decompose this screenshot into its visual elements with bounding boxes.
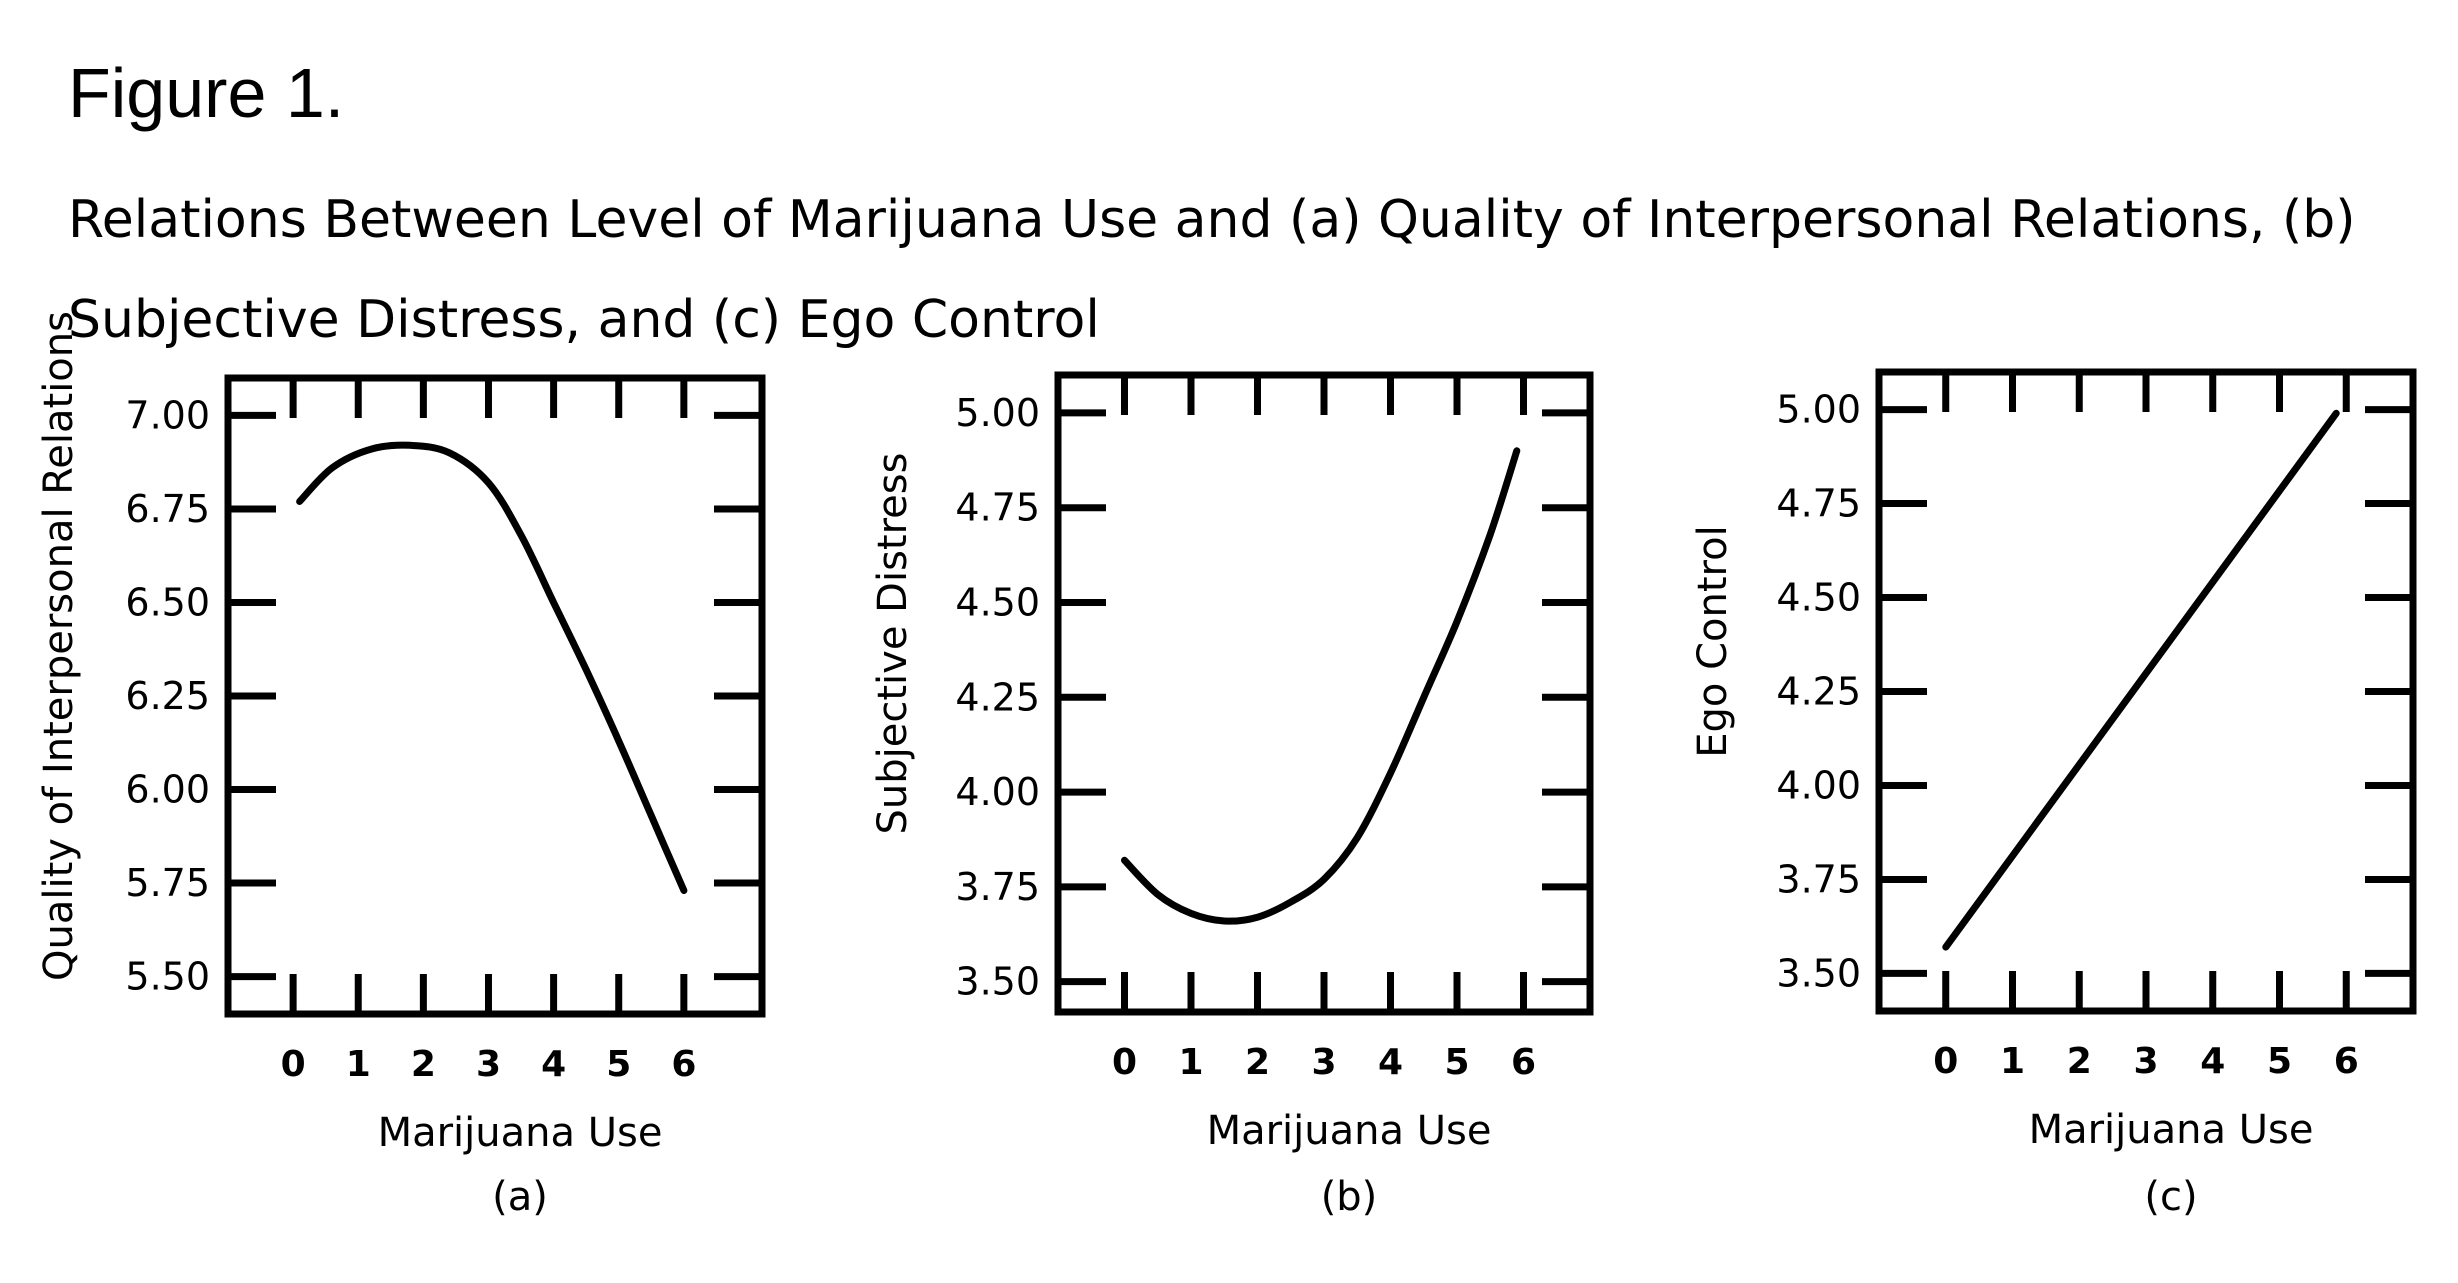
x-tick-label: 6	[671, 1044, 696, 1085]
y-tick-label: 5.00	[955, 391, 1040, 435]
x-tick-label: 2	[411, 1044, 436, 1085]
y-tick-label: 6.00	[125, 768, 210, 812]
x-axis-label: Marijuana Use	[1207, 1108, 1492, 1154]
y-tick-label: 4.75	[1776, 482, 1861, 526]
figure-title: Figure 1.	[68, 54, 345, 132]
x-tick-label: 2	[2067, 1041, 2092, 1082]
y-tick-label: 3.50	[1776, 951, 1861, 995]
x-tick-label: 4	[1378, 1042, 1403, 1083]
y-tick-label: 4.50	[1776, 576, 1861, 620]
x-tick-label: 0	[1112, 1042, 1137, 1083]
x-tick-label: 1	[346, 1044, 371, 1085]
y-tick-label: 4.75	[955, 486, 1040, 530]
y-tick-label: 4.00	[955, 770, 1040, 814]
chart-panel-1: 3.50 3.75 4.00 4.25 4.50 4.75 5.00 0 1 2 3 4 5 6 Marij…	[870, 371, 1594, 1220]
x-tick-label: 3	[2133, 1041, 2158, 1082]
figure-caption: Relations Between Level of Marijuana Use…	[68, 190, 2356, 350]
plot-frame	[224, 374, 766, 1018]
plot-frame	[1875, 368, 2417, 1015]
x-tick-label: 6	[1511, 1042, 1536, 1083]
x-tick-label: 3	[476, 1044, 501, 1085]
y-tick-label: 4.25	[1776, 670, 1861, 714]
y-axis-label: Quality of Interpersonal Relations	[36, 311, 82, 981]
y-tick-label: 5.75	[125, 861, 210, 905]
chart-panel-2: 3.503.754.004.254.504.755.000 1 2 3 4 5 6Marij…	[1690, 368, 2417, 1220]
panel-label: (b)	[1321, 1174, 1378, 1220]
x-tick-label: 3	[1311, 1042, 1336, 1083]
chart-panel-0: 5.50 5.75 6.00 6.25 6.50 6.75 7.00 0 1 2 3 4 5 6Marij…	[36, 311, 766, 1220]
y-tick-label: 3.50	[955, 960, 1040, 1004]
x-tick-label: 6	[2334, 1041, 2359, 1082]
y-tick-label: 3.75	[1776, 857, 1861, 901]
y-tick-label: 6.75	[125, 487, 210, 531]
x-tick-label: 1	[1178, 1042, 1203, 1083]
y-tick-label: 3.75	[955, 865, 1040, 909]
y-tick-label: 4.50	[955, 581, 1040, 625]
y-tick-label: 5.50	[125, 955, 210, 999]
x-axis-label: Marijuana Use	[2029, 1107, 2314, 1153]
x-axis-label: Marijuana Use	[378, 1110, 663, 1156]
x-tick-label: 0	[1933, 1041, 1958, 1082]
x-tick-label: 1	[2000, 1041, 2025, 1082]
y-tick-label: 4.00	[1776, 763, 1861, 807]
y-axis-label: Ego Control	[1690, 525, 1736, 757]
x-tick-label: 4	[2200, 1041, 2225, 1082]
x-tick-label: 5	[606, 1044, 631, 1085]
panel-label: (a)	[492, 1174, 548, 1220]
x-tick-label: 0	[281, 1044, 306, 1085]
x-tick-label: 2	[1245, 1042, 1270, 1083]
y-tick-label: 7.00	[125, 393, 210, 437]
y-tick-label: 6.25	[125, 674, 210, 718]
x-tick-label: 5	[2267, 1041, 2292, 1082]
y-tick-label: 6.50	[125, 580, 210, 624]
y-tick-label: 4.25	[955, 675, 1040, 719]
panel-label: (c)	[2144, 1174, 2197, 1220]
x-tick-label: 4	[541, 1044, 566, 1085]
y-tick-label: 5.00	[1776, 388, 1861, 432]
series-line	[1121, 447, 1521, 925]
x-tick-label: 5	[1444, 1042, 1469, 1083]
y-axis-label: Subjective Distress	[870, 453, 916, 835]
series-line	[1942, 409, 2340, 951]
series-line	[296, 441, 688, 894]
